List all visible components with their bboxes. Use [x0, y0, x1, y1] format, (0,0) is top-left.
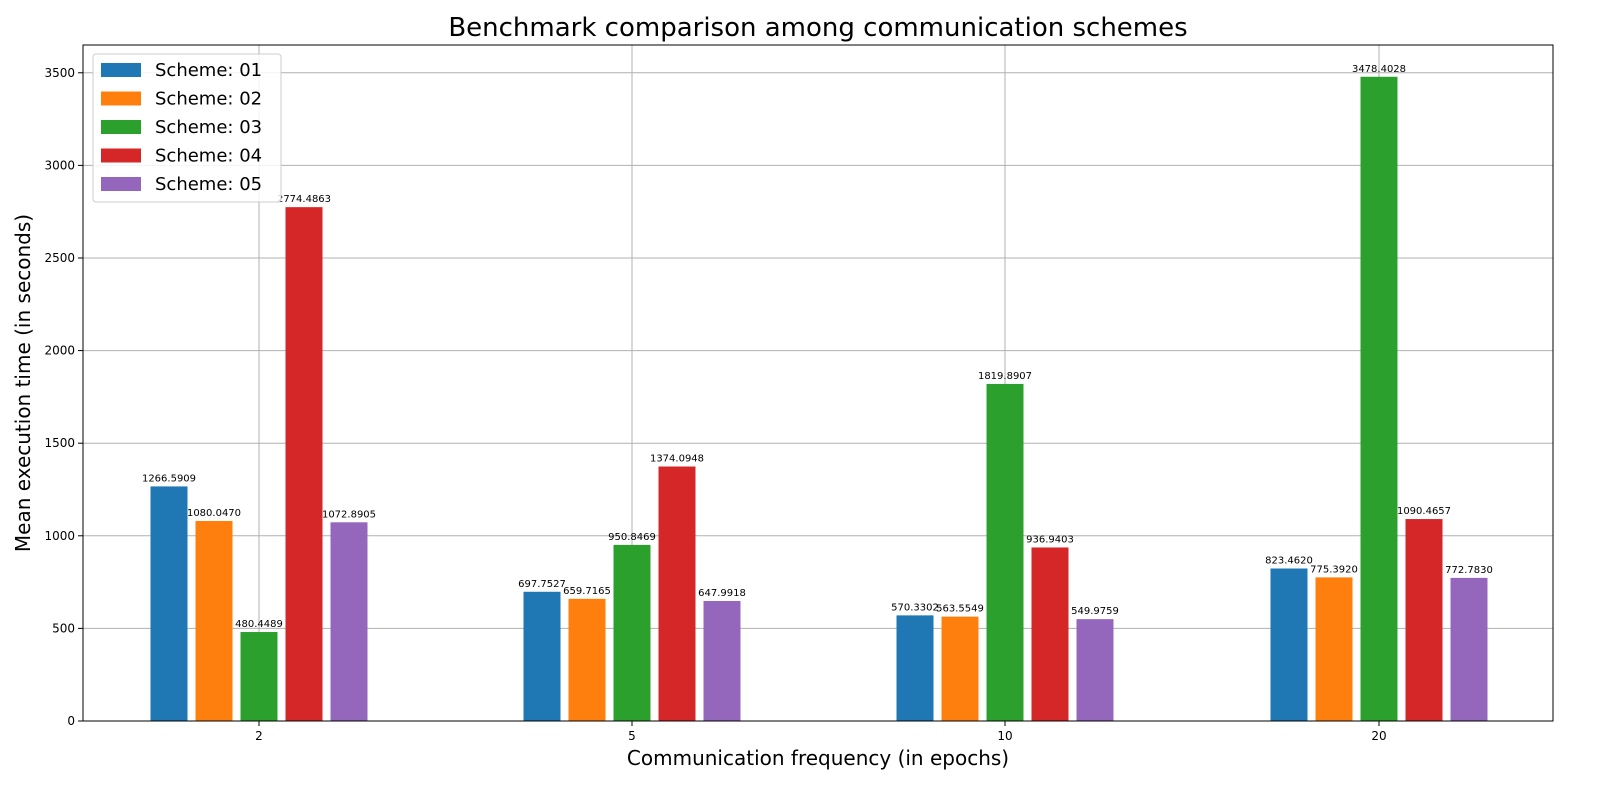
x-tick-label: 20: [1371, 729, 1386, 743]
legend-swatch: [101, 63, 141, 77]
x-tick-label: 5: [628, 729, 636, 743]
bar: [1031, 547, 1069, 721]
legend-box: [92, 53, 282, 203]
data-label: 772.7830: [1445, 565, 1493, 576]
bar: [703, 600, 741, 721]
legend-entry: Scheme: 02: [155, 89, 262, 110]
y-tick-label: 2000: [44, 344, 75, 358]
bar: [613, 544, 651, 721]
bar: [941, 616, 979, 721]
legend-entry: Scheme: 03: [155, 117, 262, 138]
data-label: 2774.4863: [277, 194, 331, 205]
y-axis: 0 500 1000 1500 2000 2500 3000 3500: [44, 66, 83, 728]
legend: Scheme: 01 Scheme: 02 Scheme: 03 Scheme: 04…: [92, 53, 282, 203]
data-label: 775.3920: [1310, 564, 1358, 575]
data-label: 950.8469: [608, 532, 656, 543]
bar: [1315, 577, 1353, 721]
bar: [330, 522, 368, 721]
bar: [240, 632, 278, 721]
data-label: 823.4620: [1265, 555, 1313, 566]
data-label: 1072.8905: [322, 509, 376, 520]
bar: [896, 615, 934, 721]
data-label: 936.9403: [1026, 534, 1074, 545]
bar: [1405, 519, 1443, 721]
bar: [1270, 568, 1308, 721]
y-tick-label: 3500: [44, 66, 75, 80]
legend-swatch: [101, 177, 141, 191]
x-tick-label: 10: [997, 729, 1012, 743]
bar: [285, 207, 323, 722]
data-label: 1080.0470: [187, 508, 241, 519]
bar: [150, 486, 188, 721]
bar: [568, 598, 606, 721]
bar: [1076, 619, 1114, 721]
x-axis-label: Communication frequency (in epochs): [627, 746, 1009, 770]
data-label: 697.7527: [518, 579, 566, 590]
data-label: 1374.0948: [650, 454, 704, 465]
y-axis-label: Mean execution time (in seconds): [11, 214, 35, 552]
y-tick-label: 2500: [44, 251, 75, 265]
data-label: 3478.4028: [1352, 64, 1406, 75]
bar: [523, 591, 561, 721]
legend-swatch: [101, 91, 141, 106]
bar: [195, 520, 233, 721]
bar: [658, 466, 696, 721]
bar: [1450, 577, 1488, 721]
legend-swatch: [101, 120, 141, 134]
data-label: 570.3302: [891, 602, 939, 613]
data-label: 647.9918: [698, 588, 746, 599]
plot-frame: [82, 44, 1554, 722]
y-tick-label: 1000: [44, 529, 75, 543]
y-tick-label: 1500: [44, 436, 75, 450]
data-label: 1819.8907: [978, 371, 1032, 382]
legend-swatch: [101, 148, 141, 163]
legend-entry: Scheme: 05: [155, 174, 262, 195]
chart-title: Benchmark comparison among communication…: [448, 13, 1187, 43]
data-label: 549.9759: [1071, 606, 1119, 617]
legend-entry: Scheme: 01: [155, 60, 262, 81]
bars: [150, 76, 1488, 722]
y-tick-label: 500: [52, 621, 75, 635]
data-label: 1090.4657: [1397, 506, 1451, 517]
y-tick-label: 0: [67, 714, 75, 728]
data-label: 1266.5909: [142, 473, 196, 484]
x-axis: 2 5 10 20: [255, 721, 1387, 743]
legend-entry: Scheme: 04: [155, 146, 262, 167]
data-label: 659.7165: [563, 586, 611, 597]
data-label: 480.4489: [235, 619, 283, 630]
data-label: 563.5549: [936, 604, 984, 615]
bar: [986, 383, 1024, 721]
y-tick-label: 3000: [44, 158, 75, 172]
x-tick-label: 2: [255, 729, 263, 743]
data-labels: 1266.5909 697.7527 570.3302 823.4620 1080.04…: [142, 64, 1493, 630]
bar: [1360, 76, 1398, 721]
